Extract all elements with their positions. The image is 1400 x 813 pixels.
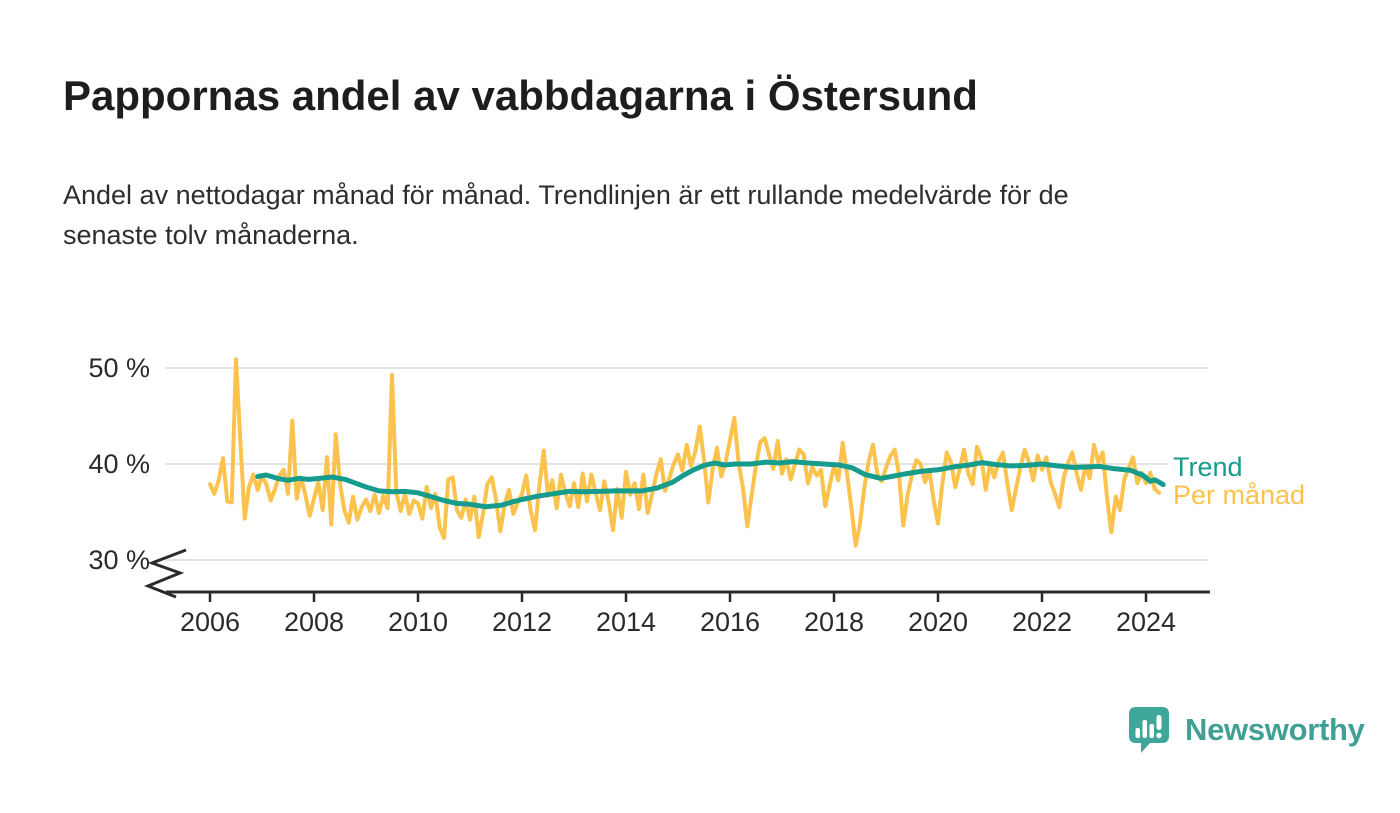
legend-label-trend: Trend <box>1173 452 1243 482</box>
x-axis-label-2016: 2016 <box>700 607 760 637</box>
y-axis-label-30: 30 % <box>88 545 150 575</box>
x-axis-label-2010: 2010 <box>388 607 448 637</box>
newsworthy-logo: Newsworthy <box>1126 706 1365 754</box>
legend-label-monthly: Per månad <box>1173 480 1305 510</box>
x-axis-label-2008: 2008 <box>284 607 344 637</box>
x-axis-label-2018: 2018 <box>804 607 864 637</box>
chart-subtitle: Andel av nettodagar månad för månad. Tre… <box>63 180 1069 250</box>
trend-line <box>255 459 1166 510</box>
newsworthy-logo-text: Newsworthy <box>1185 712 1365 747</box>
y-axis-label-50: 50 % <box>88 353 150 383</box>
x-axis-label-2012: 2012 <box>492 607 552 637</box>
x-axis-label-2022: 2022 <box>1012 607 1072 637</box>
x-axis-label-2006: 2006 <box>180 607 240 637</box>
x-axis-label-2024: 2024 <box>1116 607 1176 637</box>
y-axis-label-40: 40 % <box>88 449 150 479</box>
monthly-line <box>208 357 1161 548</box>
newsworthy-logo-icon <box>1129 707 1169 753</box>
x-axis-label-2014: 2014 <box>596 607 656 637</box>
page-title: Pappornas andel av vabbdagarna i Östersu… <box>63 72 978 119</box>
x-axis-label-2020: 2020 <box>908 607 968 637</box>
y-axis-break-icon <box>143 548 187 599</box>
